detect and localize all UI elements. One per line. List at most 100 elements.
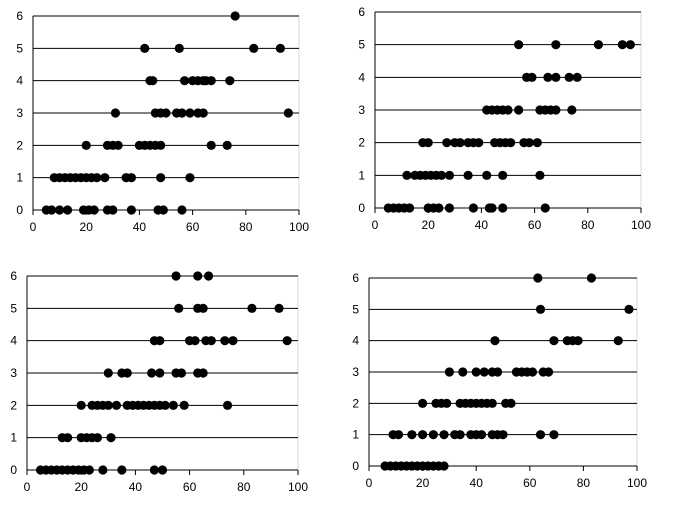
data-point — [228, 336, 238, 346]
y-tick-label: 1 — [10, 431, 17, 445]
data-point — [198, 108, 208, 118]
y-tick-label: 6 — [16, 9, 23, 23]
data-point — [482, 170, 492, 180]
data-point — [126, 205, 137, 215]
data-point — [442, 138, 452, 148]
data-point — [155, 336, 165, 346]
data-point — [617, 40, 627, 50]
y-tick-label: 5 — [358, 38, 365, 52]
data-point — [155, 368, 165, 378]
data-point — [156, 140, 166, 150]
x-tick-label: 60 — [183, 480, 197, 494]
data-point — [222, 140, 232, 150]
data-point — [275, 43, 285, 53]
y-tick-label: 2 — [16, 138, 23, 152]
data-point — [113, 140, 123, 150]
data-point — [549, 336, 559, 346]
y-tick-label: 4 — [352, 334, 359, 348]
data-point — [47, 205, 57, 215]
data-point — [185, 173, 195, 183]
data-point — [140, 43, 150, 53]
data-point — [471, 367, 481, 377]
y-tick-label: 6 — [352, 271, 359, 285]
data-point — [149, 465, 159, 475]
y-tick-label: 6 — [10, 269, 17, 283]
data-point — [535, 304, 546, 314]
data-point — [498, 170, 508, 180]
data-point — [573, 336, 583, 346]
data-point — [514, 105, 524, 115]
data-point — [100, 173, 110, 183]
data-point — [198, 303, 208, 313]
y-tick-label: 4 — [358, 70, 365, 84]
data-point — [535, 170, 545, 180]
y-tick-label: 6 — [358, 5, 365, 19]
data-point — [81, 140, 91, 150]
data-point — [476, 430, 487, 440]
data-point — [283, 108, 293, 118]
data-point — [455, 138, 465, 148]
data-point — [225, 76, 235, 86]
data-point — [147, 368, 157, 378]
data-point — [535, 430, 546, 440]
data-point — [168, 400, 178, 410]
y-tick-label: 2 — [352, 396, 359, 410]
data-point — [436, 170, 447, 180]
data-point — [527, 367, 538, 377]
y-tick-label: 3 — [16, 106, 23, 120]
x-tick-label: 0 — [366, 476, 373, 490]
y-tick-label: 2 — [358, 136, 365, 150]
data-point — [444, 367, 454, 377]
data-point — [572, 72, 582, 82]
x-tick-label: 40 — [133, 220, 147, 234]
data-point — [468, 203, 479, 213]
data-point — [126, 173, 137, 183]
x-tick-label: 0 — [24, 480, 31, 494]
y-tick-label: 2 — [10, 398, 17, 412]
data-point — [593, 40, 604, 50]
data-point — [171, 271, 181, 281]
data-point — [402, 170, 412, 180]
x-tick-label: 100 — [289, 220, 309, 234]
x-tick-label: 20 — [80, 220, 94, 234]
data-point — [103, 400, 113, 410]
data-point — [527, 72, 537, 82]
x-tick-label: 20 — [416, 476, 430, 490]
data-point — [176, 368, 187, 378]
data-point — [180, 76, 190, 86]
x-tick-label: 40 — [129, 480, 143, 494]
y-tick-label: 1 — [352, 428, 359, 442]
x-tick-label: 80 — [577, 476, 591, 490]
data-point — [92, 173, 102, 183]
data-point — [63, 433, 73, 443]
data-point — [174, 303, 184, 313]
data-point — [586, 273, 597, 283]
data-point — [543, 367, 554, 377]
data-point — [98, 465, 108, 475]
data-point — [549, 430, 559, 440]
data-point — [103, 368, 113, 378]
y-tick-label: 4 — [16, 74, 23, 88]
data-point — [551, 40, 561, 50]
data-point — [274, 303, 284, 313]
data-point — [624, 304, 634, 314]
data-point — [434, 203, 444, 213]
data-point — [247, 303, 257, 313]
data-point — [111, 400, 122, 410]
data-point — [117, 465, 127, 475]
data-point — [439, 461, 449, 471]
data-point — [158, 205, 168, 215]
data-point — [282, 336, 292, 346]
y-tick-label: 1 — [16, 171, 23, 185]
data-point — [222, 400, 233, 410]
data-point — [206, 76, 216, 86]
y-tick-label: 5 — [352, 302, 359, 316]
data-point — [551, 105, 561, 115]
data-point — [506, 138, 516, 148]
y-tick-label: 0 — [352, 459, 359, 473]
data-point — [428, 430, 438, 440]
x-tick-label: 0 — [30, 220, 37, 234]
data-point — [249, 43, 259, 53]
data-point — [89, 205, 99, 215]
